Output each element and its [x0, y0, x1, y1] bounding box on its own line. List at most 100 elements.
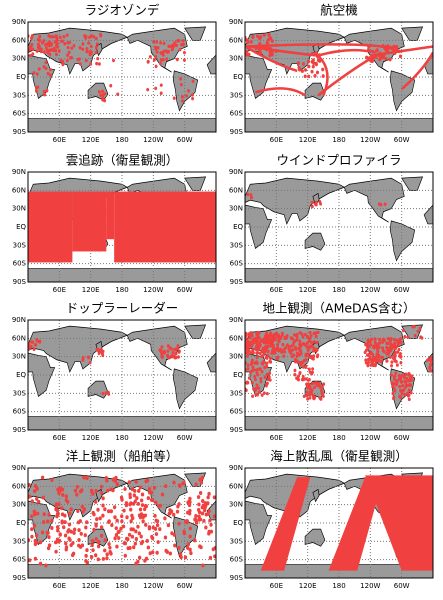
- flight-route: [318, 50, 375, 56]
- obs-point: [146, 496, 151, 501]
- obs-point: [99, 484, 104, 489]
- obs-point: [62, 525, 66, 530]
- obs-point: [28, 53, 32, 58]
- obs-point: [378, 51, 382, 56]
- obs-point: [311, 367, 315, 371]
- obs-point: [174, 355, 178, 360]
- obs-point: [263, 375, 267, 379]
- obs-point: [254, 46, 258, 51]
- obs-point: [140, 498, 144, 503]
- obs-point: [150, 534, 154, 539]
- obs-point: [429, 356, 433, 360]
- obs-point: [246, 340, 250, 344]
- obs-point: [101, 98, 105, 102]
- map-panel: [245, 468, 433, 578]
- obs-point: [92, 35, 96, 39]
- obs-point: [264, 384, 268, 388]
- obs-point: [181, 99, 184, 103]
- obs-point: [36, 85, 40, 89]
- obs-point: [213, 545, 216, 550]
- obs-point: [137, 488, 141, 493]
- obs-point: [311, 344, 315, 349]
- obs-point: [386, 336, 390, 341]
- obs-point: [179, 77, 183, 81]
- obs-point: [194, 513, 198, 518]
- obs-point: [275, 334, 279, 339]
- obs-point: [76, 509, 80, 513]
- obs-point: [53, 40, 57, 44]
- obs-point: [82, 507, 87, 512]
- obs-point: [369, 343, 373, 347]
- obs-point: [49, 73, 53, 77]
- lat-label: 30N: [12, 55, 26, 63]
- obs-point: [191, 96, 195, 101]
- obs-point: [369, 58, 373, 63]
- obs-point: [395, 382, 398, 387]
- obs-point: [310, 382, 314, 386]
- map-frame: [27, 319, 217, 431]
- obs-point: [293, 333, 296, 337]
- obs-point: [392, 396, 395, 401]
- obs-point: [30, 34, 34, 38]
- obs-point: [132, 493, 137, 498]
- obs-point: [113, 536, 117, 541]
- obs-point: [245, 381, 249, 385]
- obs-point: [410, 374, 414, 378]
- obs-point: [404, 385, 408, 389]
- obs-point: [318, 59, 322, 63]
- obs-point: [163, 516, 167, 521]
- lat-label: 60N: [229, 482, 243, 490]
- lon-label: 180: [332, 136, 345, 144]
- lat-label: EQ: [233, 223, 243, 231]
- obs-point: [38, 540, 43, 545]
- obs-point: [418, 326, 422, 330]
- obs-point: [90, 538, 95, 543]
- lat-label: 60S: [230, 260, 244, 268]
- obs-point: [395, 338, 399, 343]
- lon-label: 60E: [53, 582, 66, 590]
- obs-point: [268, 46, 273, 51]
- lat-label: 90S: [13, 426, 27, 434]
- obs-point: [55, 45, 59, 49]
- lat-label: 30S: [13, 389, 27, 397]
- obs-point: [304, 364, 308, 369]
- obs-point: [57, 502, 61, 507]
- obs-point: [313, 381, 317, 385]
- obs-point: [140, 503, 145, 508]
- obs-point: [47, 535, 51, 540]
- obs-point: [308, 355, 312, 359]
- obs-point: [126, 546, 130, 551]
- obs-point: [251, 34, 255, 39]
- obs-point: [254, 368, 258, 372]
- obs-point: [263, 336, 267, 341]
- obs-point: [32, 347, 36, 352]
- obs-point: [63, 520, 67, 525]
- obs-point: [148, 55, 152, 59]
- obs-point: [117, 536, 121, 541]
- obs-point: [270, 349, 274, 353]
- obs-point: [34, 533, 39, 538]
- obs-point: [60, 487, 65, 492]
- obs-point: [313, 74, 317, 78]
- obs-point: [134, 529, 138, 534]
- obs-point: [30, 499, 34, 504]
- obs-point: [40, 475, 45, 480]
- coverage: [106, 191, 115, 240]
- obs-point: [61, 492, 65, 497]
- lon-label: 120W: [360, 434, 380, 442]
- lat-label: 90S: [13, 278, 27, 286]
- coverage: [328, 477, 384, 571]
- obs-point: [401, 384, 405, 388]
- obs-point: [403, 335, 407, 339]
- obs-point: [307, 367, 311, 371]
- obs-point: [141, 519, 145, 524]
- obs-point: [32, 523, 37, 528]
- obs-point: [247, 52, 251, 57]
- obs-point: [96, 540, 101, 545]
- obs-point: [130, 513, 134, 518]
- obs-point: [381, 346, 385, 350]
- obs-point: [251, 365, 255, 369]
- lat-label: 90S: [13, 574, 27, 582]
- obs-point: [370, 337, 374, 342]
- obs-point: [55, 512, 60, 517]
